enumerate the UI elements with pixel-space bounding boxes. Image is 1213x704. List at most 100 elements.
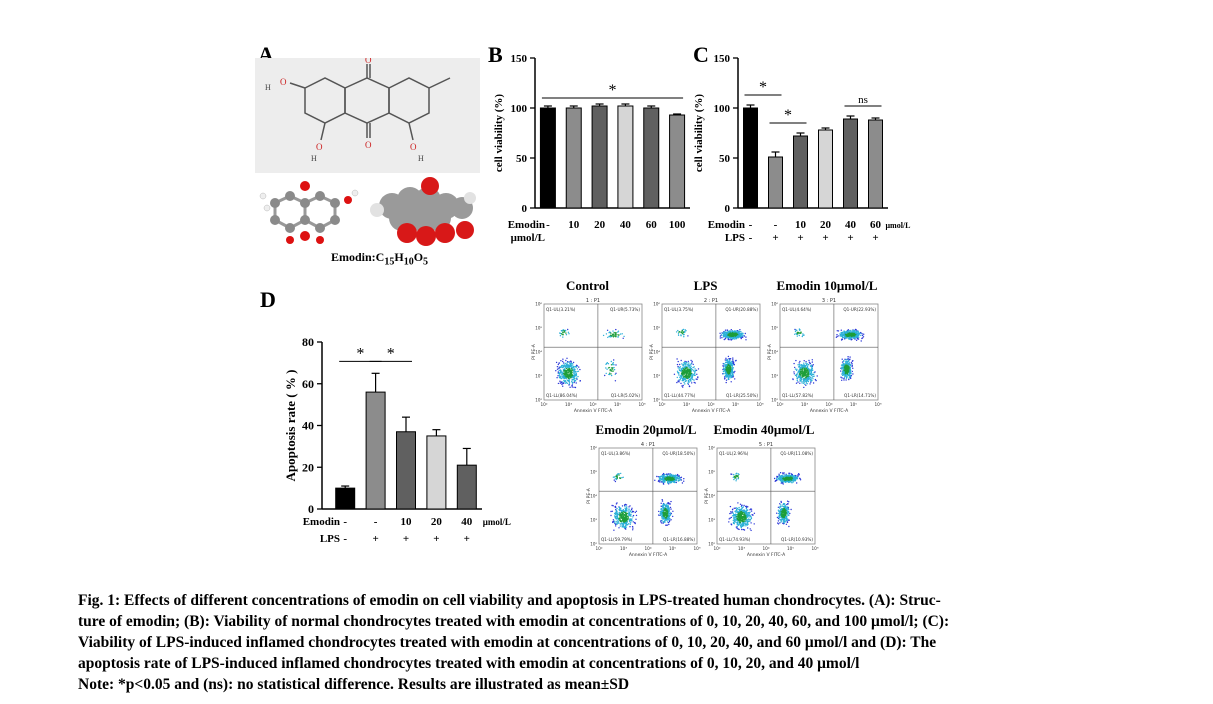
flow-event-dot [627,515,629,518]
flow-x-tick: 10⁵ [787,546,794,551]
flow-event-dot [658,514,660,516]
flow-event-dot [783,522,785,524]
flow-event-dot [784,511,786,513]
flow-event-dot [809,362,811,365]
flow-event-dot [739,509,742,511]
flow-event-dot [739,512,742,514]
flow-quadrant-ur: Q1-UR(5.73%) [610,307,640,312]
flow-event-dot [680,382,682,385]
flow-event-dot [735,519,738,521]
flow-event-dot [611,510,613,512]
flow-event-dot [565,381,567,383]
atom-h-left: H [265,83,271,92]
flow-event-dot [615,525,617,527]
chart-b-bar [617,105,634,209]
flow-event-dot [570,368,573,370]
flow-event-dot [726,335,729,338]
flow-event-dot [573,386,575,388]
flow-x-tick: 10³ [565,402,572,407]
flow-event-dot [628,506,630,508]
flow-event-dot [785,475,787,478]
flow-event-dot [615,503,618,505]
flow-event-dot [780,477,782,479]
chart-c-lps-label: + [822,232,828,244]
flow-event-dot [625,528,627,530]
chart-b-bar [565,107,582,209]
flow-event-dot [799,366,802,369]
flow-event-dot [576,370,578,373]
flow-event-dot [806,365,809,368]
flow-event-dot [667,502,669,504]
flow-event-dot [738,473,740,476]
flow-event-dot [788,472,790,474]
flow-event-dot [682,331,685,333]
flow-event-dot [569,372,571,374]
flow-event-dot [843,336,845,338]
flow-event-dot [609,334,612,336]
flow-event-dot [680,376,682,378]
flow-event-dot [575,372,577,375]
flow-event-dot [610,360,612,363]
flow-event-dot [730,512,732,514]
flow-event-dot [565,332,567,334]
flow-event-dot [680,476,683,478]
flow-event-dot [667,518,669,520]
flow-event-dot [635,518,637,520]
chart-c-category-label: - [774,219,778,231]
flow-event-dot [662,472,665,475]
flow-event-dot [803,360,805,362]
flow-event-dot [621,510,623,513]
chart-d-y-label: Apoptosis rate ( % ) [283,370,298,482]
flow-event-dot [841,358,843,360]
flow-event-dot [733,361,735,363]
flow-event-dot [807,363,810,366]
flow-event-dot [729,361,731,363]
flow-event-dot [836,334,838,336]
flow-event-dot [564,376,566,378]
flow-event-dot [782,475,784,477]
flow-event-dot [842,364,845,366]
flow-x-tick: 10² [595,546,602,551]
flow-event-dot [841,374,844,377]
flow-event-dot [781,510,783,513]
flow-event-dot [808,359,810,362]
flow-event-dot [739,521,741,523]
flow-event-dot [673,373,676,375]
flow-event-dot [560,365,563,367]
flow-event-dot [683,381,685,384]
flow-event-dot [803,378,805,380]
flow-event-dot [725,366,728,368]
flow-event-dot [686,366,688,369]
flow-event-dot [750,517,753,520]
chart-c-category-label: 10 [795,219,807,231]
flow-event-dot [565,359,567,362]
flow-event-dot [734,333,736,336]
chart-b-y-tick-label: 0 [522,203,528,215]
flow-event-dot [845,362,847,365]
flow-event-dot [724,359,726,361]
flow-event-dot [743,335,746,337]
flow-plot-frame [779,303,879,401]
flow-event-dot [679,378,682,380]
flow-event-dot [801,365,803,368]
flow-event-dot [693,373,696,375]
flow-event-dot [574,386,577,389]
flow-event-dot [626,521,628,524]
flow-event-dot [777,506,780,508]
chart-c-category-label: 60 [870,219,882,231]
flow-event-dot [568,382,571,384]
flow-event-dot [561,372,563,374]
flow-title-lps: LPS [693,278,718,293]
flow-event-dot [731,337,733,340]
flow-event-dot [843,333,845,336]
flow-event-dot [839,333,841,335]
flow-event-dot [779,505,781,508]
flow-event-dot [788,514,790,516]
flow-event-dot [604,374,606,377]
chart-c-lps-label: + [772,232,778,244]
flow-event-dot [801,378,803,381]
flow-event-dot [803,386,805,389]
flow-event-dot [738,508,740,511]
